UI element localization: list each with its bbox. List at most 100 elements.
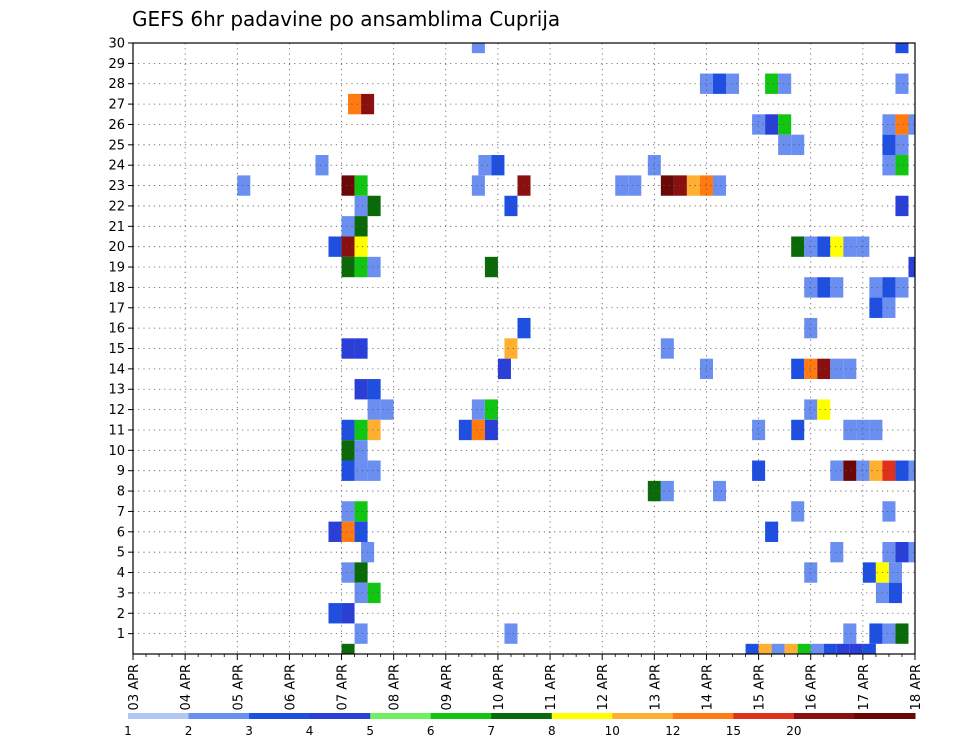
- heat-cell: [817, 399, 831, 420]
- heat-cell: [354, 175, 368, 196]
- heat-cell: [869, 623, 883, 644]
- heat-cell: [752, 419, 766, 441]
- y-tick-label: 15: [108, 342, 125, 357]
- y-tick-label: 28: [108, 77, 125, 92]
- heat-cell: [862, 643, 876, 654]
- y-tick-label: 17: [108, 301, 125, 316]
- colorbar-label: 20: [786, 724, 801, 738]
- heat-cell: [686, 175, 700, 196]
- colorbar-swatch: [793, 713, 855, 719]
- heat-cell: [354, 582, 368, 604]
- colorbar-swatch: [249, 713, 311, 719]
- colorbar-label: 7: [487, 724, 495, 738]
- heat-cell: [804, 399, 818, 420]
- heat-cell: [758, 643, 772, 654]
- heat-cell: [712, 73, 727, 94]
- heat-cell: [908, 541, 915, 563]
- x-tick-label: 04 APR: [179, 664, 194, 710]
- colorbar-label: 12: [665, 724, 680, 738]
- heat-cell: [354, 501, 368, 522]
- heat-cell: [354, 562, 368, 583]
- heat-cell: [315, 155, 329, 176]
- heat-cell: [778, 114, 792, 135]
- heat-cell: [484, 419, 498, 441]
- heat-cell: [367, 256, 381, 278]
- heat-cell: [895, 134, 909, 156]
- x-tick-label: 18 APR: [909, 664, 924, 710]
- colorbar-swatch: [188, 713, 250, 719]
- y-tick-label: 11: [108, 423, 125, 438]
- x-tick-label: 09 APR: [440, 664, 455, 710]
- x-tick-label: 13 APR: [648, 664, 663, 710]
- heat-cell: [869, 460, 883, 481]
- heat-cell: [817, 358, 831, 380]
- heat-cell: [341, 460, 355, 481]
- heat-cell: [908, 460, 915, 481]
- heat-cell: [869, 277, 883, 298]
- colorbar-swatch: [370, 713, 432, 719]
- heat-cell: [888, 562, 902, 583]
- heat-cell: [823, 643, 837, 654]
- y-tick-label: 9: [117, 464, 125, 479]
- y-tick-label: 3: [117, 586, 125, 601]
- heat-cell: [341, 236, 355, 257]
- heat-cell: [895, 460, 909, 481]
- y-tick-label: 25: [108, 138, 125, 153]
- y-tick-label: 1: [117, 627, 125, 642]
- heat-cell: [869, 297, 883, 318]
- heat-cell: [830, 541, 844, 563]
- heat-cell: [895, 155, 909, 176]
- heat-cell: [895, 195, 909, 217]
- y-tick-label: 29: [108, 57, 125, 72]
- y-tick-label: 14: [108, 362, 125, 377]
- heat-cell: [869, 419, 883, 441]
- heat-cell: [354, 379, 368, 400]
- heat-cell: [765, 114, 779, 135]
- colorbar-label: 2: [185, 724, 193, 738]
- heat-cell: [882, 623, 896, 644]
- heat-cell: [791, 134, 805, 156]
- heat-cell: [504, 623, 518, 644]
- heat-cell: [354, 440, 368, 461]
- heat-cell: [791, 501, 805, 522]
- y-tick-label: 21: [108, 220, 125, 235]
- x-axis: 03 APR 04 APR 05 APR 06 APR 07 APR 08 APR 09 A…: [127, 654, 924, 710]
- heat-cell: [882, 501, 896, 522]
- heat-cell: [354, 521, 368, 542]
- heat-cell: [745, 643, 759, 654]
- heat-cell: [830, 358, 844, 380]
- heat-cell: [882, 134, 896, 156]
- heat-cell: [673, 175, 687, 196]
- heat-cell: [660, 480, 674, 502]
- heat-cell: [354, 236, 368, 257]
- x-tick-label: 08 APR: [388, 664, 403, 710]
- heat-cell: [882, 155, 896, 176]
- heat-cell: [882, 297, 896, 318]
- heat-cell: [830, 236, 844, 257]
- heat-cell: [752, 114, 766, 135]
- heat-cell: [471, 43, 485, 54]
- heat-cell: [354, 338, 368, 359]
- heat-cell: [354, 623, 368, 644]
- heat-cell: [843, 358, 857, 380]
- heat-cell: [778, 73, 792, 94]
- colorbar-swatch: [128, 713, 190, 719]
- heat-cell: [484, 399, 498, 420]
- colorbar-swatch: [309, 713, 371, 719]
- heat-cell: [471, 175, 485, 196]
- heat-cell: [895, 623, 909, 644]
- heat-cell: [647, 155, 661, 176]
- heat-cell: [882, 277, 896, 298]
- colorbar-swatch: [854, 713, 916, 719]
- heat-cell: [830, 277, 844, 298]
- y-tick-label: 6: [117, 525, 125, 540]
- colorbar-swatch: [430, 713, 492, 719]
- x-tick-label: 05 APR: [231, 664, 246, 710]
- heat-cell: [699, 358, 713, 380]
- colorbar: 1 2 3 4 5 6 7 8 10 12 15 20: [124, 713, 916, 738]
- colorbar-swatch: [551, 713, 613, 719]
- colorbar-swatch: [733, 713, 795, 719]
- y-tick-label: 24: [108, 159, 125, 174]
- x-tick-label: 14 APR: [700, 664, 715, 710]
